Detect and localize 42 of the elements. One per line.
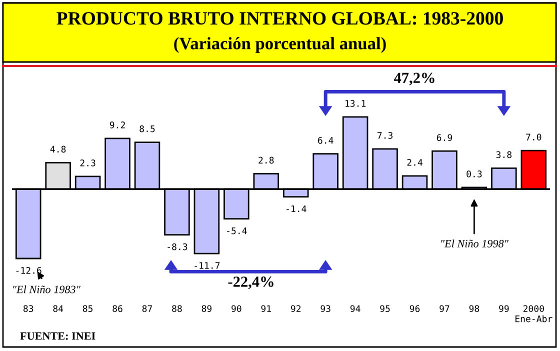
chart-subtitle: (Variación porcentual anual) bbox=[174, 37, 386, 53]
data-label: 2.4 bbox=[407, 158, 422, 166]
source-note: FUENTE: INEI bbox=[20, 332, 96, 340]
data-label: 7.0 bbox=[526, 134, 542, 140]
data-label: 4.8 bbox=[50, 146, 66, 153]
x-tick-label: 99 bbox=[499, 305, 509, 312]
data-label: 13.1 bbox=[346, 100, 366, 107]
data-label: 8.5 bbox=[140, 125, 155, 132]
data-label: -5.4 bbox=[227, 228, 247, 234]
x-tick-label: 83 bbox=[23, 305, 34, 312]
data-label: 7.3 bbox=[377, 132, 393, 139]
text: "El Niño 1983" bbox=[13, 285, 81, 294]
annotation: "El Niño 1998" bbox=[441, 240, 509, 248]
x-tick-label: 97 bbox=[440, 305, 450, 312]
x-tick-label: 88 bbox=[172, 305, 182, 312]
data-label: -1.4 bbox=[286, 205, 306, 212]
x-tick-label: 85 bbox=[82, 305, 93, 312]
x-tick-label: 84 bbox=[53, 305, 64, 312]
data-label: 2.3 bbox=[80, 160, 96, 166]
x-tick-label: 92 bbox=[290, 305, 301, 312]
data-label: 0.3 bbox=[466, 170, 482, 178]
x-tick-label: 2000 Ene-Abr bbox=[516, 305, 552, 322]
data-label: 6.4 bbox=[318, 136, 334, 144]
text: -22,4% bbox=[228, 276, 274, 290]
x-tick-label: 95 bbox=[380, 305, 390, 312]
data-label: -8.3 bbox=[168, 243, 188, 250]
x-tick-label: 87 bbox=[142, 305, 152, 312]
data-label: 2.8 bbox=[258, 156, 274, 164]
data-label: -11.7 bbox=[194, 262, 220, 269]
x-tick-label: 94 bbox=[350, 305, 360, 312]
x-tick-label: 91 bbox=[261, 305, 271, 312]
chart-title: PRODUCTO BRUTO INTERNO GLOBAL: 1983-2000 bbox=[56, 12, 503, 25]
text: 47,2% bbox=[394, 72, 434, 86]
x-tick-label: 96 bbox=[410, 305, 420, 312]
data-label: 6.9 bbox=[436, 134, 452, 142]
data-label: 9.2 bbox=[110, 122, 125, 128]
x-tick-label: 93 bbox=[320, 305, 330, 312]
x-tick-label: 90 bbox=[232, 305, 242, 312]
x-tick-label: 98 bbox=[469, 305, 480, 312]
x-tick-label: 86 bbox=[112, 305, 122, 312]
x-tick-label: 89 bbox=[202, 305, 212, 312]
data-label: 3.8 bbox=[496, 151, 512, 158]
